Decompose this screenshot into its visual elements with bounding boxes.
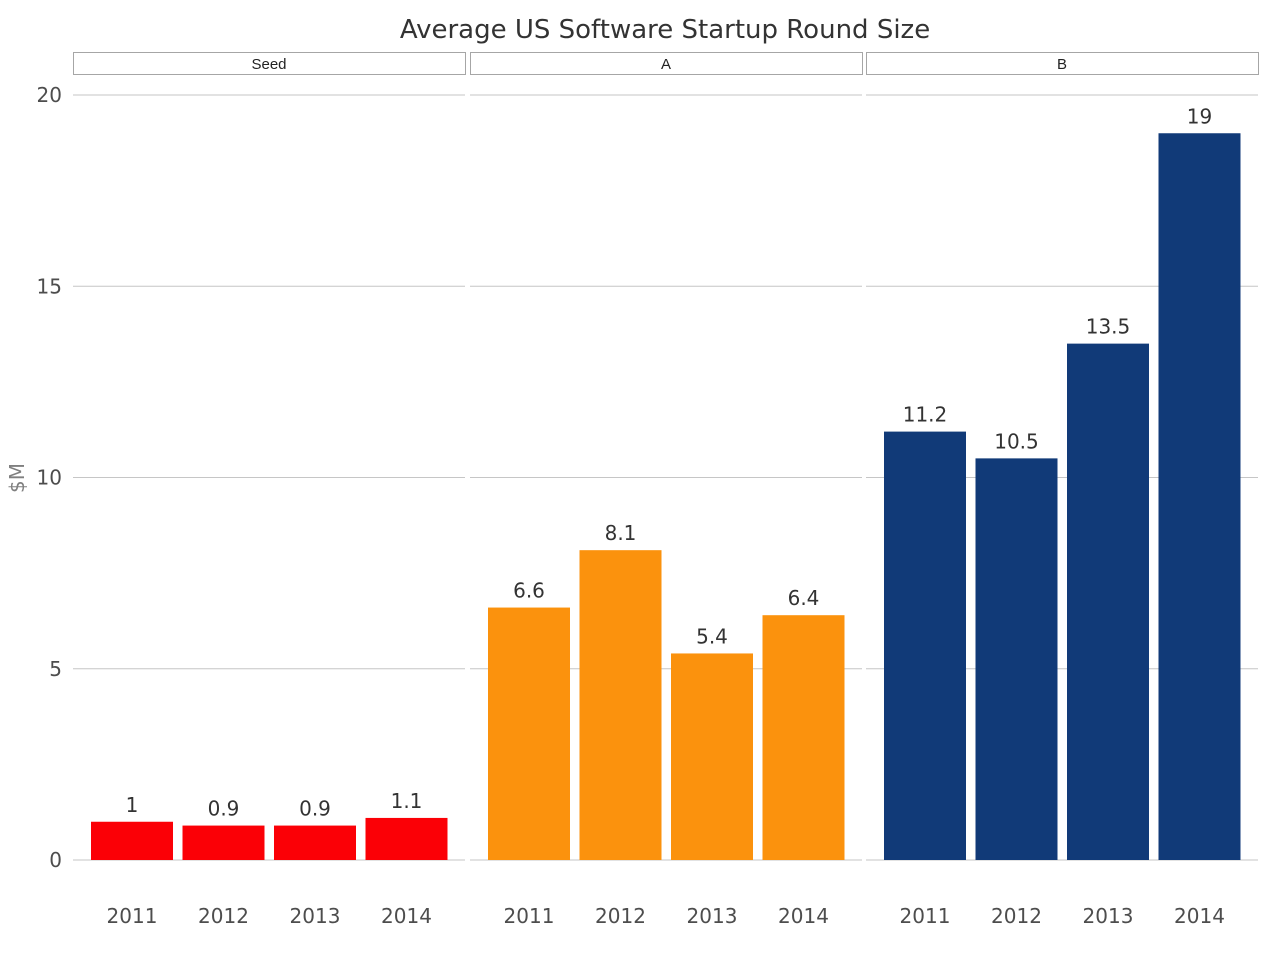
bar [671,653,753,860]
facet-strip [866,52,1259,75]
x-tick-label: 2012 [198,904,249,928]
data-label: 6.6 [513,579,545,603]
data-label: 8.1 [605,521,637,545]
bar [1158,133,1241,860]
x-tick-label: 2013 [1083,904,1134,928]
data-label: 1.1 [391,789,423,813]
bar [579,550,662,860]
data-label: 13.5 [1086,315,1131,339]
bar [975,458,1058,860]
data-label: 6.4 [788,586,820,610]
y-tick-label: 20 [37,83,62,107]
y-tick-label: 0 [49,848,62,872]
bar [91,821,173,860]
data-label: 10.5 [994,429,1039,453]
facet-panel: Seed 1 2011 0.9 2012 0.9 2013 1.1 2014 [73,52,466,928]
x-tick-label: 2014 [778,904,829,928]
data-label: 0.9 [208,797,240,821]
bar [488,607,570,860]
y-tick-label: 10 [37,466,62,490]
bar [182,825,265,860]
data-label: 1 [126,793,139,817]
data-label: 19 [1187,104,1212,128]
bar [365,817,448,860]
y-tick-label: 5 [49,657,62,681]
y-axis-label: $M [5,463,29,493]
data-label: 5.4 [696,624,728,648]
chart-title: Average US Software Startup Round Size [400,15,930,45]
facet-strip [470,52,863,75]
x-tick-label: 2011 [900,904,951,928]
facet-strip [73,52,466,75]
x-tick-label: 2013 [290,904,341,928]
x-tick-label: 2014 [1174,904,1225,928]
bar [1067,343,1149,860]
bar [274,825,356,860]
x-tick-label: 2011 [504,904,555,928]
facet-strip-label: B [1057,56,1067,73]
x-tick-label: 2011 [107,904,158,928]
data-label: 0.9 [299,797,331,821]
facet-panel: A 6.6 2011 8.1 2012 5.4 2013 6.4 2014 [470,52,863,928]
x-tick-label: 2013 [687,904,738,928]
x-tick-label: 2012 [595,904,646,928]
bar [884,431,966,860]
x-tick-label: 2014 [381,904,432,928]
facet-panel: B 11.2 2011 10.5 2012 13.5 2013 19 2014 [866,52,1259,928]
facet-strip-label: A [661,56,671,73]
plot-area: 0 5 10 15 20 Seed 1 2011 0.9 2012 0.9 2013 1.1 2014 A 6… [37,52,1259,928]
data-label: 11.2 [903,403,948,427]
facet-strip-label: Seed [251,56,286,73]
bar [762,615,845,860]
y-tick-label: 15 [37,274,62,298]
x-tick-label: 2012 [991,904,1042,928]
